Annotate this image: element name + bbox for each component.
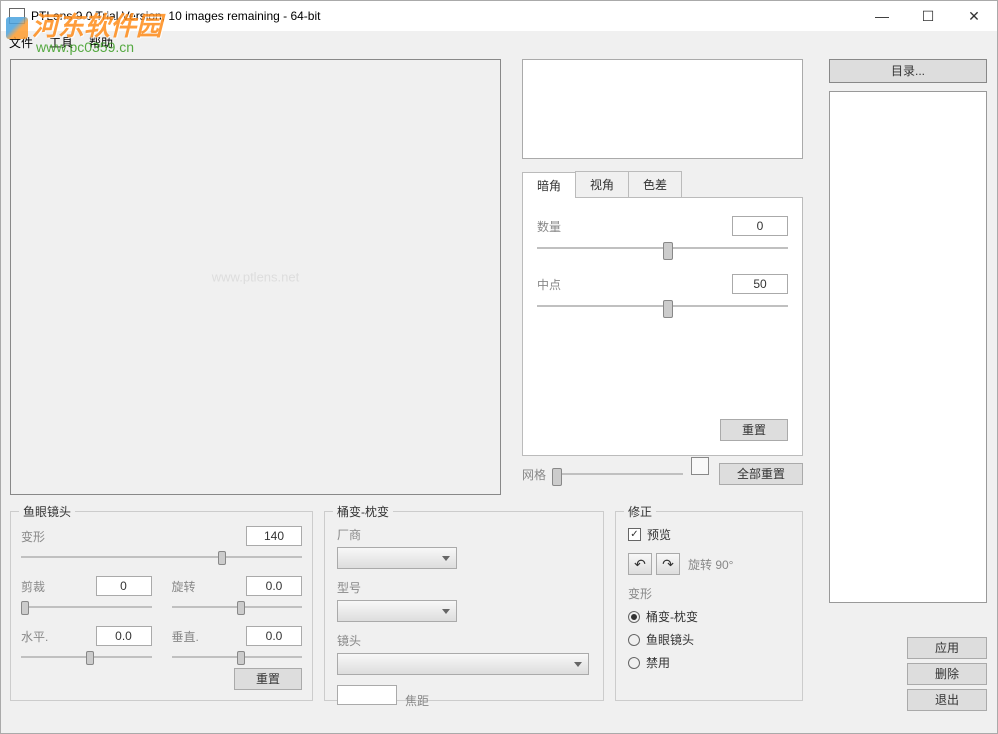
grid-color-box[interactable] bbox=[691, 457, 709, 475]
radio-fisheye-row[interactable]: 鱼眼镜头 bbox=[628, 631, 790, 648]
menu-help[interactable]: 帮助 bbox=[89, 34, 113, 51]
menu-tools[interactable]: 工具 bbox=[49, 34, 73, 51]
amount-slider[interactable] bbox=[537, 240, 788, 256]
barrel-title: 桶变-枕变 bbox=[333, 503, 393, 520]
maximize-button[interactable]: ☐ bbox=[905, 1, 951, 31]
correct-group: 修正 ✓ 预览 ↶ ↷ 旋转 90° 变形 桶变-枕变 鱼眼镜头 禁用 bbox=[615, 511, 803, 701]
crop-slider-thumb[interactable] bbox=[21, 601, 29, 615]
crop-slider[interactable] bbox=[21, 600, 152, 614]
vert-label: 垂直. bbox=[172, 628, 210, 645]
action-buttons: 应用 删除 退出 bbox=[907, 637, 987, 715]
exit-button[interactable]: 退出 bbox=[907, 689, 987, 711]
app-window: 河东软件园 www.pc0359.cn PTLens 9.0 Trial Ver… bbox=[0, 0, 998, 734]
rotate-ccw-button[interactable]: ↶ bbox=[628, 553, 652, 575]
right-panel: 目录... bbox=[829, 59, 987, 603]
tab-body: 数量 0 中点 50 重置 bbox=[522, 198, 803, 456]
distort-label: 变形 bbox=[21, 528, 59, 545]
preview-watermark-text: www.ptlens.net bbox=[212, 270, 299, 285]
distort-radio-group: 桶变-枕变 鱼眼镜头 禁用 bbox=[628, 608, 790, 671]
rotate-cw-button[interactable]: ↷ bbox=[656, 553, 680, 575]
lens-select[interactable] bbox=[337, 653, 589, 675]
amount-value[interactable]: 0 bbox=[732, 216, 788, 236]
content-area: www.ptlens.net 暗角 视角 色差 数量 0 中点 50 bbox=[1, 53, 997, 733]
maker-select[interactable] bbox=[337, 547, 457, 569]
focal-input[interactable] bbox=[337, 685, 397, 705]
close-button[interactable]: ✕ bbox=[951, 1, 997, 31]
amount-slider-thumb[interactable] bbox=[663, 242, 673, 260]
horiz-slider-thumb[interactable] bbox=[86, 651, 94, 665]
distort-value[interactable]: 140 bbox=[246, 526, 302, 546]
barrel-group: 桶变-枕变 厂商 型号 镜头 焦距 bbox=[324, 511, 604, 701]
radio-barrel-label: 桶变-枕变 bbox=[646, 608, 698, 625]
crop-value[interactable]: 0 bbox=[96, 576, 152, 596]
vert-slider[interactable] bbox=[172, 650, 303, 664]
rotate-90-label: 旋转 90° bbox=[688, 556, 733, 573]
vert-slider-thumb[interactable] bbox=[237, 651, 245, 665]
radio-fisheye[interactable] bbox=[628, 634, 640, 646]
minimize-button[interactable]: — bbox=[859, 1, 905, 31]
fisheye-reset-button[interactable]: 重置 bbox=[234, 668, 302, 690]
reset-all-button[interactable]: 全部重置 bbox=[719, 463, 803, 485]
tab-vignette[interactable]: 暗角 bbox=[522, 172, 576, 198]
menu-file[interactable]: 文件 bbox=[9, 34, 33, 51]
window-title: PTLens 9.0 Trial Version, 10 images rema… bbox=[31, 9, 320, 23]
rotate-value[interactable]: 0.0 bbox=[246, 576, 302, 596]
radio-barrel[interactable] bbox=[628, 611, 640, 623]
midpoint-slider-thumb[interactable] bbox=[663, 300, 673, 318]
midpoint-label: 中点 bbox=[537, 276, 561, 293]
model-label: 型号 bbox=[337, 579, 591, 596]
radio-barrel-row[interactable]: 桶变-枕变 bbox=[628, 608, 790, 625]
preview-checkbox-row[interactable]: ✓ 预览 bbox=[628, 526, 790, 543]
apply-button[interactable]: 应用 bbox=[907, 637, 987, 659]
distort-slider[interactable] bbox=[21, 550, 302, 564]
maker-label: 厂商 bbox=[337, 526, 591, 543]
horiz-slider[interactable] bbox=[21, 650, 152, 664]
preview-label: 预览 bbox=[647, 526, 671, 543]
grid-slider-thumb[interactable] bbox=[552, 468, 562, 486]
crop-label: 剪裁 bbox=[21, 578, 59, 595]
distort-section-label: 变形 bbox=[628, 585, 790, 602]
preview-checkbox[interactable]: ✓ bbox=[628, 528, 641, 541]
radio-disable[interactable] bbox=[628, 657, 640, 669]
preview-canvas[interactable]: www.ptlens.net bbox=[10, 59, 501, 495]
rotate-label: 旋转 bbox=[172, 578, 210, 595]
model-select[interactable] bbox=[337, 600, 457, 622]
grid-label: 网格 bbox=[522, 466, 546, 483]
distort-slider-thumb[interactable] bbox=[218, 551, 226, 565]
midpoint-slider[interactable] bbox=[537, 298, 788, 314]
tab-header: 暗角 视角 色差 bbox=[522, 171, 803, 198]
rotate-slider-thumb[interactable] bbox=[237, 601, 245, 615]
amount-label: 数量 bbox=[537, 218, 561, 235]
radio-disable-row[interactable]: 禁用 bbox=[628, 654, 790, 671]
directory-button[interactable]: 目录... bbox=[829, 59, 987, 83]
vert-value[interactable]: 0.0 bbox=[246, 626, 302, 646]
rotate-slider[interactable] bbox=[172, 600, 303, 614]
grid-controls: 网格 全部重置 bbox=[522, 463, 803, 485]
grid-slider[interactable] bbox=[552, 466, 683, 482]
file-list[interactable] bbox=[829, 91, 987, 603]
lens-label: 镜头 bbox=[337, 632, 591, 649]
tab-reset-button[interactable]: 重置 bbox=[720, 419, 788, 441]
titlebar[interactable]: PTLens 9.0 Trial Version, 10 images rema… bbox=[1, 1, 997, 31]
fisheye-group: 鱼眼镜头 变形 140 剪裁0 旋转0.0 bbox=[10, 511, 313, 701]
menubar: 文件 工具 帮助 bbox=[1, 31, 997, 53]
delete-button[interactable]: 删除 bbox=[907, 663, 987, 685]
thumbnail-panel[interactable] bbox=[522, 59, 803, 159]
radio-disable-label: 禁用 bbox=[646, 654, 670, 671]
tab-chromatic[interactable]: 色差 bbox=[628, 171, 682, 197]
correct-title: 修正 bbox=[624, 503, 656, 520]
adjustment-tabs: 暗角 视角 色差 数量 0 中点 50 重置 bbox=[522, 171, 803, 455]
app-icon bbox=[9, 8, 25, 24]
midpoint-value[interactable]: 50 bbox=[732, 274, 788, 294]
radio-fisheye-label: 鱼眼镜头 bbox=[646, 631, 694, 648]
tab-perspective[interactable]: 视角 bbox=[575, 171, 629, 197]
horiz-value[interactable]: 0.0 bbox=[96, 626, 152, 646]
horiz-label: 水平. bbox=[21, 628, 59, 645]
focal-label: 焦距 bbox=[405, 694, 429, 708]
window-controls: — ☐ ✕ bbox=[859, 1, 997, 31]
